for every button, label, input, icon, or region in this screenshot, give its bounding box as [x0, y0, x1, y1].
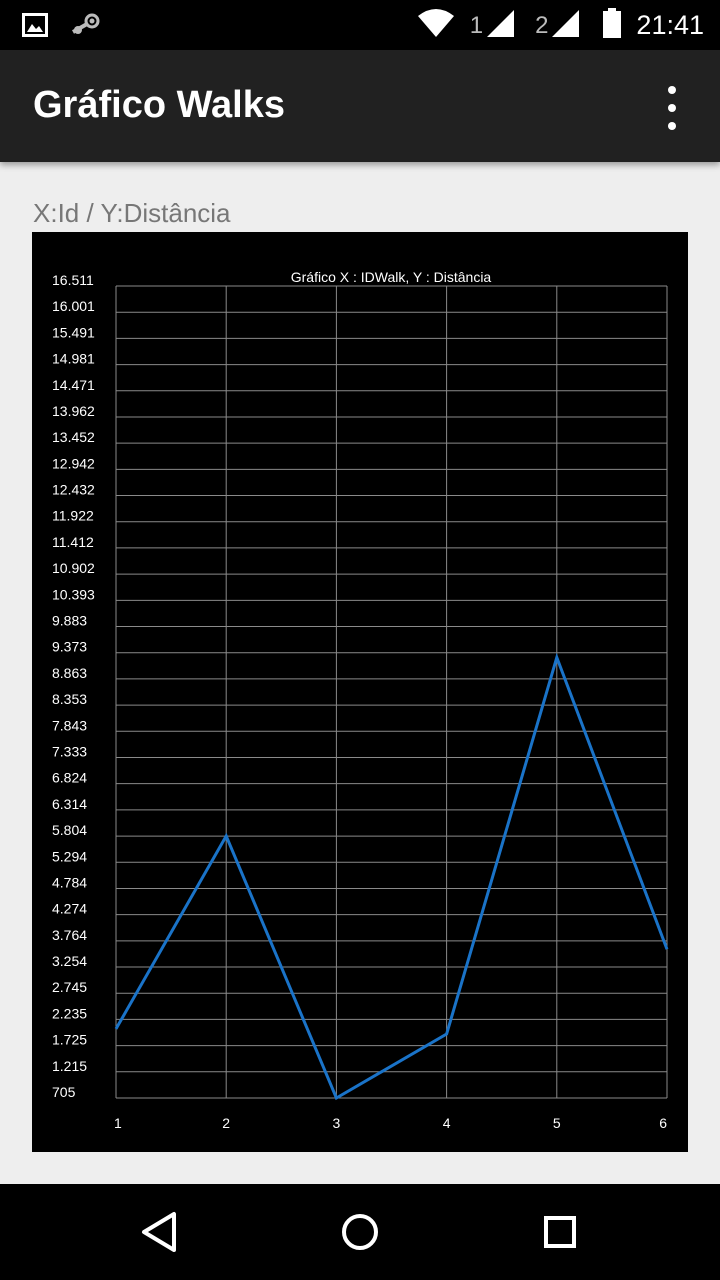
y-tick-label: 16.001	[52, 298, 95, 314]
y-tick-label: 2.235	[52, 1005, 87, 1021]
battery-icon	[602, 8, 622, 43]
y-tick-label: 13.452	[52, 429, 95, 445]
signal-icon	[485, 8, 515, 43]
steam-icon	[70, 12, 102, 43]
y-tick-label: 1.725	[52, 1032, 87, 1048]
signal-icon	[550, 8, 580, 43]
chart-panel: Gráfico X : IDWalk, Y : Distância 16.511…	[32, 232, 688, 1152]
y-tick-label: 3.254	[52, 953, 87, 969]
x-tick-label: 6	[659, 1115, 667, 1131]
y-tick-label: 8.863	[52, 665, 87, 681]
sim1-label: 1	[469, 11, 484, 39]
y-tick-label: 14.981	[52, 351, 95, 367]
y-tick-label: 6.824	[52, 770, 87, 786]
chart-title: Gráfico X : IDWalk, Y : Distância	[291, 269, 492, 285]
status-time: 21:41	[636, 10, 704, 40]
y-tick-label: 14.471	[52, 377, 95, 393]
more-vert-icon[interactable]	[648, 86, 696, 130]
y-tick-label: 9.883	[52, 613, 87, 629]
x-tick-label: 3	[333, 1115, 341, 1131]
x-tick-label: 2	[222, 1115, 230, 1131]
sim2-label: 2	[535, 11, 549, 39]
y-tick-label: 3.764	[52, 927, 87, 943]
image-icon	[22, 13, 48, 42]
y-tick-label: 8.353	[52, 691, 87, 707]
y-tick-label: 11.412	[52, 534, 94, 550]
y-tick-label: 9.373	[52, 639, 87, 655]
home-icon[interactable]	[336, 1208, 384, 1256]
y-tick-label: 4.274	[52, 901, 87, 917]
line-chart: Gráfico X : IDWalk, Y : Distância 16.511…	[52, 269, 669, 1131]
y-tick-label: 2.745	[52, 979, 87, 995]
y-tick-label: 13.962	[52, 403, 95, 419]
back-icon[interactable]	[136, 1208, 184, 1256]
y-tick-label: 7.843	[52, 717, 87, 733]
app-bar: Gráfico Walks	[0, 50, 720, 162]
series-line	[114, 652, 669, 1101]
chart-caption: X:Id / Y:Distância	[33, 198, 231, 228]
y-tick-label: 5.294	[52, 848, 87, 864]
x-tick-label: 4	[443, 1115, 451, 1131]
y-tick-label: 10.393	[52, 586, 95, 602]
y-tick-label: 4.784	[52, 874, 87, 890]
y-tick-label: 705	[52, 1084, 76, 1100]
y-tick-label: 12.942	[52, 455, 95, 471]
y-tick-label: 5.804	[52, 822, 87, 838]
status-bar: 1 2 21:41	[0, 0, 720, 50]
y-tick-label: 6.314	[52, 796, 87, 812]
y-tick-label: 12.432	[52, 482, 95, 498]
navigation-bar	[0, 1184, 720, 1280]
x-tick-label: 1	[114, 1115, 122, 1131]
y-tick-label: 7.333	[52, 743, 87, 759]
y-tick-label: 16.511	[52, 272, 94, 288]
x-tick-label: 5	[553, 1115, 561, 1131]
y-tick-label: 10.902	[52, 560, 95, 576]
wifi-icon	[416, 8, 456, 43]
page-title: Gráfico Walks	[33, 84, 286, 126]
y-tick-label: 11.922	[52, 508, 94, 524]
recents-icon[interactable]	[536, 1208, 584, 1256]
y-tick-label: 15.491	[52, 324, 95, 340]
y-tick-label: 1.215	[52, 1058, 87, 1074]
